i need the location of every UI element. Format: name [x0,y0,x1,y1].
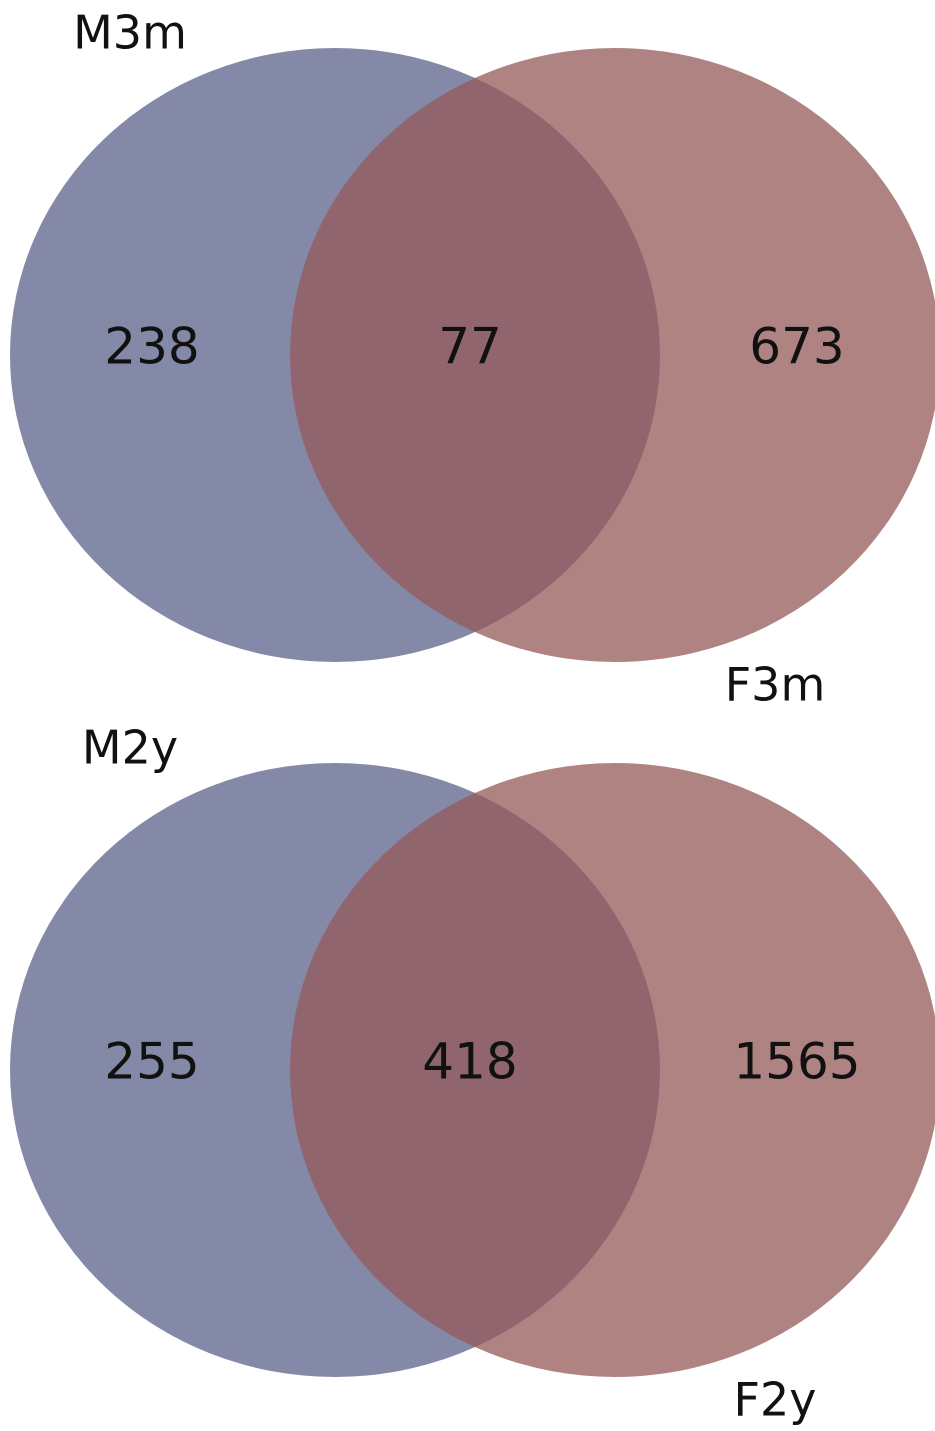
count-label: 77 [438,318,502,376]
count-label: 238 [104,318,199,376]
set-label: F3m [725,658,826,712]
count-label: 418 [422,1033,517,1091]
count-label: 673 [749,318,844,376]
set-circle [290,48,935,662]
count-label: 255 [104,1033,199,1091]
set-label: M3m [73,6,187,60]
set-label: M2y [82,721,178,775]
count-label: 1565 [733,1033,860,1091]
set-label: F2y [734,1373,817,1427]
set-circle [290,763,935,1377]
